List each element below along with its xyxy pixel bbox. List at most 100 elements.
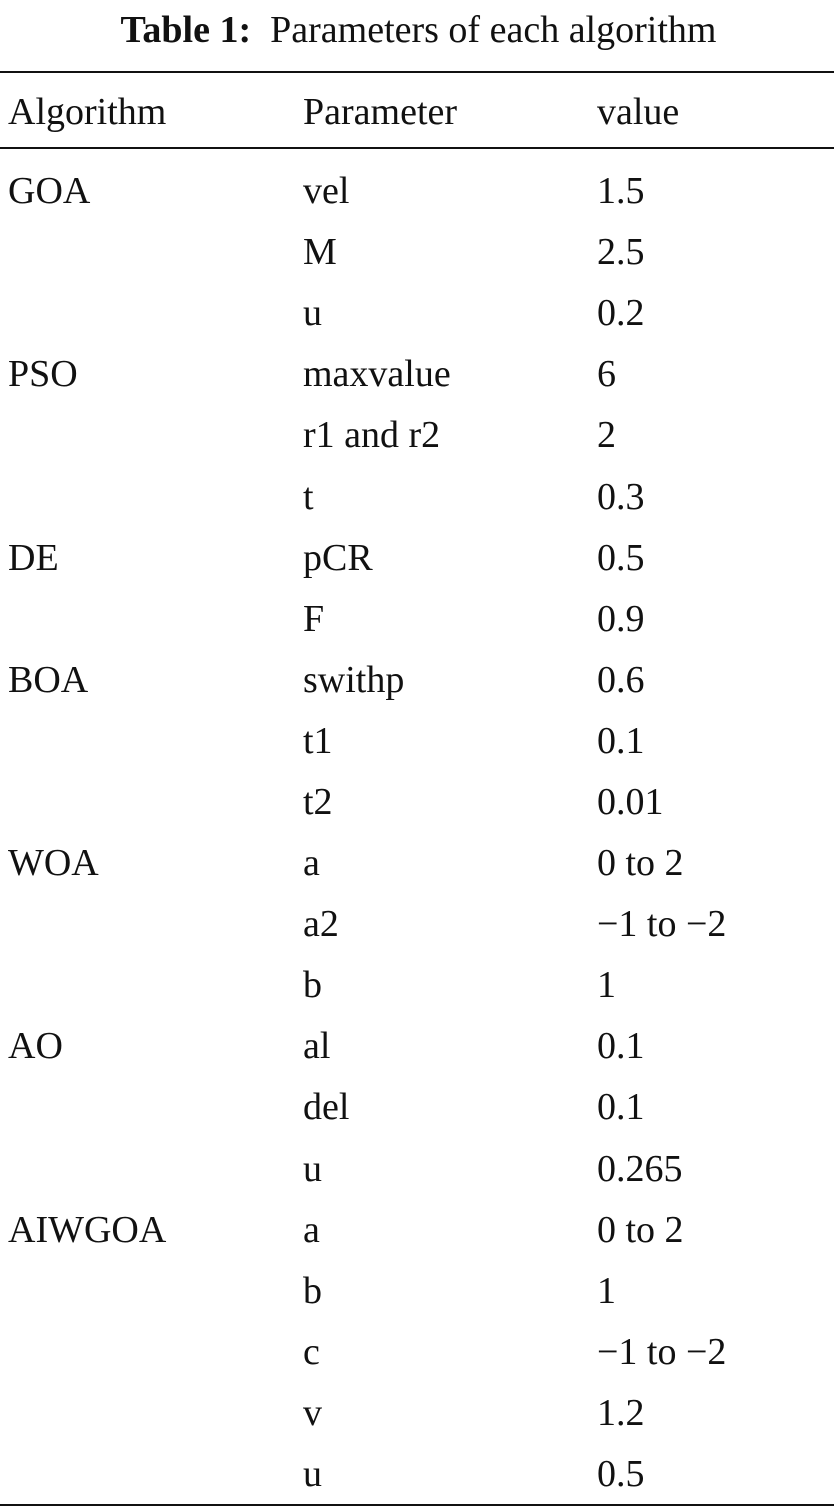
- spacer-row: [8, 149, 837, 161]
- parameter-cell: a: [303, 842, 320, 885]
- parameter-cell: del: [303, 1086, 350, 1129]
- value-cell: 2.5: [597, 231, 645, 274]
- algorithm-cell: [8, 894, 303, 955]
- parameter-cell: u: [303, 292, 322, 335]
- value-cell: 1: [597, 964, 616, 1007]
- column-header-parameter: Parameter: [303, 91, 458, 133]
- header-row: Algorithm Parameter value: [8, 82, 837, 149]
- table-row: u 0.5: [8, 1444, 837, 1505]
- algorithm-cell: [8, 466, 303, 527]
- algorithm-cell: BOA: [8, 658, 89, 701]
- algorithm-cell: GOA: [8, 170, 91, 213]
- parameter-cell: v: [303, 1391, 322, 1434]
- value-cell: 0 to 2: [597, 842, 684, 885]
- parameter-cell: a: [303, 1208, 320, 1251]
- algorithm-cell: [8, 589, 303, 650]
- value-cell: 1.5: [597, 170, 645, 213]
- value-cell: 0.1: [597, 1086, 645, 1129]
- value-cell: 0.5: [597, 1453, 645, 1496]
- algorithm-cell: [8, 405, 303, 466]
- value-cell: 1.2: [597, 1391, 645, 1434]
- table-row: r1 and r2 2: [8, 405, 837, 466]
- algorithm-cell: [8, 1077, 303, 1138]
- parameters-table: Algorithm Parameter value GOA vel 1.5 M 2.5 u…: [8, 82, 837, 1505]
- algorithm-cell: [8, 1261, 303, 1322]
- value-cell: 1: [597, 1269, 616, 1312]
- value-cell: 0.2: [597, 292, 645, 335]
- table-row: F 0.9: [8, 589, 837, 650]
- value-cell: 6: [597, 353, 616, 396]
- algorithm-cell: [8, 1383, 303, 1444]
- algorithm-cell: AIWGOA: [8, 1208, 167, 1251]
- parameter-cell: M: [303, 231, 337, 274]
- column-header-value: value: [597, 91, 680, 133]
- table-row: u 0.2: [8, 283, 837, 344]
- table-row: a2 −1 to −2: [8, 894, 837, 955]
- parameter-cell: c: [303, 1330, 320, 1373]
- value-cell: 0.1: [597, 719, 645, 762]
- parameter-cell: b: [303, 964, 322, 1007]
- value-cell: −1 to −2: [597, 1330, 727, 1373]
- parameter-cell: pCR: [303, 536, 373, 579]
- parameter-cell: t2: [303, 780, 333, 823]
- header-rule: [0, 147, 834, 149]
- value-cell: 0.9: [597, 597, 645, 640]
- table-row: DE pCR 0.5: [8, 528, 837, 589]
- algorithm-cell: AO: [8, 1025, 63, 1068]
- algorithm-cell: [8, 955, 303, 1016]
- top-rule: [0, 71, 834, 73]
- table-row: AIWGOA a 0 to 2: [8, 1200, 837, 1261]
- table-row: t 0.3: [8, 466, 837, 527]
- table-row: t2 0.01: [8, 772, 837, 833]
- table-caption: Table 1: Parameters of each algorithm: [0, 6, 837, 54]
- table-label: Table 1:: [120, 9, 252, 51]
- value-cell: 0.1: [597, 1025, 645, 1068]
- table-row: BOA swithp 0.6: [8, 650, 837, 711]
- table-row: WOA a 0 to 2: [8, 833, 837, 894]
- parameter-cell: F: [303, 597, 325, 640]
- value-cell: −1 to −2: [597, 903, 727, 946]
- algorithm-cell: [8, 1139, 303, 1200]
- table-row: GOA vel 1.5: [8, 161, 837, 222]
- table-row: u 0.265: [8, 1139, 837, 1200]
- algorithm-cell: PSO: [8, 353, 78, 396]
- table-row: v 1.2: [8, 1383, 837, 1444]
- table-row: c −1 to −2: [8, 1322, 837, 1383]
- parameter-cell: maxvalue: [303, 353, 451, 396]
- table-row: del 0.1: [8, 1077, 837, 1138]
- parameter-cell: u: [303, 1453, 322, 1496]
- algorithm-cell: [8, 1444, 303, 1505]
- algorithm-cell: [8, 772, 303, 833]
- table-row: AO al 0.1: [8, 1016, 837, 1077]
- value-cell: 0.01: [597, 780, 664, 823]
- parameter-cell: r1 and r2: [303, 414, 441, 457]
- parameter-cell: al: [303, 1025, 331, 1068]
- value-cell: 0.5: [597, 536, 645, 579]
- table-title: Parameters of each algorithm: [270, 9, 717, 51]
- parameter-cell: u: [303, 1147, 322, 1190]
- algorithm-cell: [8, 711, 303, 772]
- value-cell: 0.6: [597, 658, 645, 701]
- algorithm-cell: [8, 283, 303, 344]
- parameter-cell: vel: [303, 170, 350, 213]
- algorithm-cell: WOA: [8, 842, 99, 885]
- value-cell: 0.265: [597, 1147, 683, 1190]
- bottom-rule: [0, 1504, 834, 1506]
- algorithm-cell: [8, 1322, 303, 1383]
- table-row: M 2.5: [8, 222, 837, 283]
- value-cell: 0.3: [597, 475, 645, 518]
- table-body: GOA vel 1.5 M 2.5 u 0.2 PSO maxvalue 6 r1 and r2 2 t…: [8, 149, 837, 1505]
- spacer: [8, 149, 837, 161]
- column-header-algorithm: Algorithm: [8, 91, 167, 133]
- algorithm-cell: DE: [8, 536, 59, 579]
- parameter-cell: a2: [303, 903, 339, 946]
- parameter-cell: t1: [303, 719, 333, 762]
- algorithm-cell: [8, 222, 303, 283]
- parameter-cell: b: [303, 1269, 322, 1312]
- value-cell: 2: [597, 414, 616, 457]
- table-row: t1 0.1: [8, 711, 837, 772]
- parameter-cell: swithp: [303, 658, 405, 701]
- value-cell: 0 to 2: [597, 1208, 684, 1251]
